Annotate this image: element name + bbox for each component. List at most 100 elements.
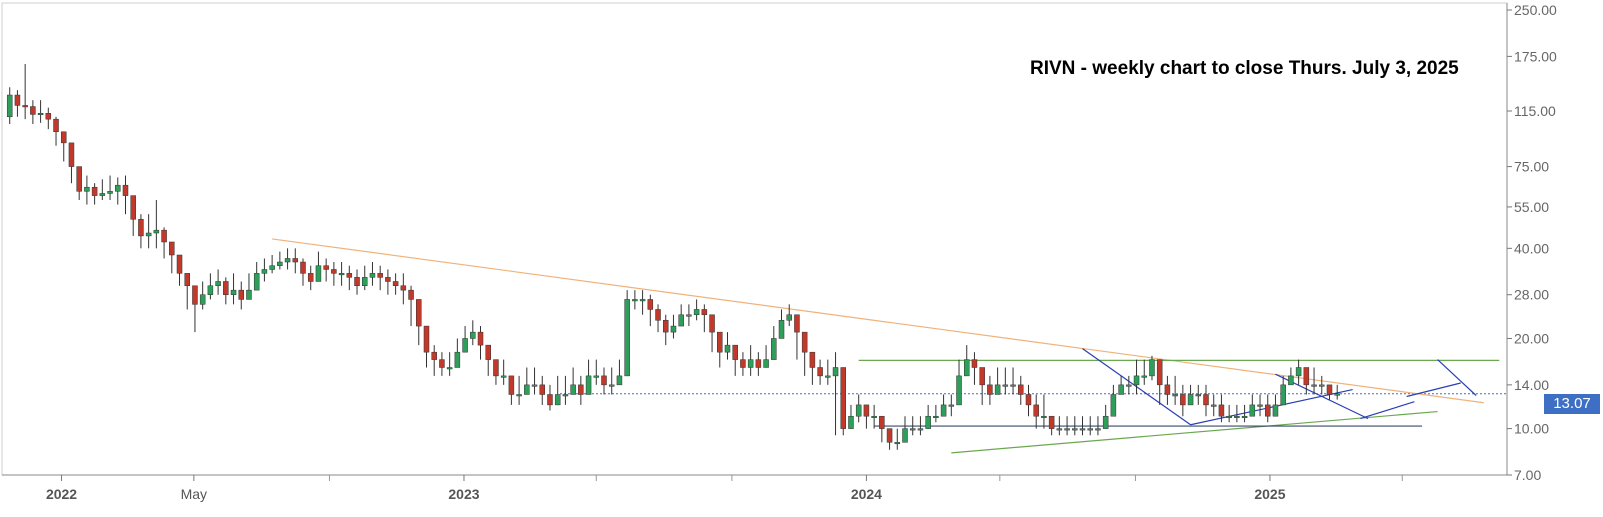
candle-body bbox=[22, 105, 28, 108]
candle-body bbox=[377, 273, 383, 278]
candle-body bbox=[848, 415, 854, 429]
candle-body bbox=[516, 394, 522, 397]
trendline bbox=[1190, 388, 1353, 426]
candle-body bbox=[925, 415, 931, 429]
candle-body bbox=[1319, 384, 1325, 387]
candle-body bbox=[76, 166, 82, 192]
candle-body bbox=[323, 265, 329, 270]
candle-body bbox=[1172, 394, 1178, 397]
candle-body bbox=[933, 415, 939, 418]
candle-body bbox=[639, 299, 646, 302]
candle-body bbox=[207, 285, 214, 295]
candle-body bbox=[709, 314, 715, 333]
candle-body bbox=[230, 289, 237, 295]
candle-body bbox=[1264, 404, 1271, 417]
candle-body bbox=[585, 375, 592, 395]
candle-body bbox=[601, 375, 607, 386]
candle-body bbox=[1010, 384, 1016, 387]
candle-body bbox=[801, 331, 808, 353]
candle-body bbox=[1272, 404, 1279, 417]
candle-body bbox=[84, 186, 90, 192]
candle-body bbox=[1334, 393, 1340, 396]
candle-body bbox=[832, 367, 839, 377]
candle-body bbox=[431, 351, 437, 360]
candle-body bbox=[1295, 367, 1302, 377]
candle-body bbox=[300, 261, 306, 274]
candle-body bbox=[1064, 428, 1070, 431]
trendline bbox=[1406, 382, 1461, 398]
candle-body bbox=[331, 269, 337, 274]
candle-body bbox=[1210, 404, 1217, 407]
candle-body bbox=[717, 331, 723, 353]
candle-body bbox=[1102, 415, 1109, 429]
candle-body bbox=[562, 394, 569, 397]
candle-body bbox=[740, 359, 746, 368]
candle-body bbox=[1280, 384, 1286, 406]
x-tick-label: 2022 bbox=[46, 486, 77, 502]
candle-body bbox=[215, 281, 221, 286]
y-tick-label: 115.00 bbox=[1514, 103, 1556, 119]
candle-body bbox=[1025, 394, 1032, 406]
candle-body bbox=[1203, 394, 1209, 406]
candle-body bbox=[547, 394, 553, 406]
candle-body bbox=[956, 375, 962, 406]
candle-body bbox=[840, 367, 847, 429]
candle-body bbox=[346, 273, 353, 278]
candle-body bbox=[771, 338, 777, 360]
candle-body bbox=[1079, 428, 1086, 431]
candle-body bbox=[624, 299, 630, 377]
candle-body bbox=[763, 359, 769, 368]
candle-body bbox=[1164, 384, 1171, 395]
y-tick-label: 55.00 bbox=[1514, 199, 1549, 215]
candle-body bbox=[277, 261, 283, 266]
candle-body bbox=[1048, 415, 1055, 429]
trendline bbox=[272, 238, 1484, 404]
y-tick-label: 40.00 bbox=[1514, 240, 1549, 256]
candle-body bbox=[863, 404, 870, 417]
candle-body bbox=[724, 344, 731, 353]
candle-body bbox=[161, 229, 167, 243]
candle-body bbox=[439, 359, 445, 368]
candle-body bbox=[99, 193, 106, 196]
candle-body bbox=[338, 273, 345, 276]
candle-body bbox=[578, 384, 584, 395]
candle-body bbox=[1303, 367, 1310, 386]
candle-body bbox=[192, 285, 198, 305]
candle-body bbox=[1126, 384, 1132, 387]
candle-body bbox=[462, 338, 468, 353]
candle-body bbox=[647, 299, 654, 310]
candle-body bbox=[963, 359, 970, 377]
candle-body bbox=[269, 265, 275, 270]
candle-body bbox=[902, 428, 908, 443]
candle-body bbox=[385, 277, 391, 282]
y-tick-label: 28.00 bbox=[1514, 287, 1549, 303]
candle-body bbox=[1218, 404, 1225, 417]
y-tick-label: 20.00 bbox=[1514, 330, 1549, 346]
candle-body bbox=[616, 375, 623, 386]
candle-body bbox=[1033, 404, 1039, 417]
candle-body bbox=[1288, 375, 1294, 386]
candle-body bbox=[855, 404, 862, 417]
candle-body bbox=[138, 219, 144, 237]
candle-body bbox=[423, 325, 430, 353]
candle-body bbox=[693, 309, 700, 316]
candle-body bbox=[153, 229, 160, 234]
candle-body bbox=[894, 442, 901, 445]
y-tick-label: 7.00 bbox=[1514, 467, 1541, 483]
candle-body bbox=[825, 375, 831, 378]
candle-body bbox=[1234, 415, 1240, 418]
candle-body bbox=[554, 394, 561, 406]
candle-body bbox=[485, 344, 491, 360]
candle-body bbox=[886, 428, 893, 443]
candle-body bbox=[1133, 375, 1140, 386]
candle-body bbox=[1018, 384, 1024, 395]
candle-body bbox=[184, 273, 190, 286]
candle-body bbox=[122, 184, 129, 196]
candle-body bbox=[416, 299, 422, 327]
candle-body bbox=[408, 289, 414, 300]
chart-title: RIVN - weekly chart to close Thurs. July… bbox=[1030, 58, 1459, 79]
y-tick-label: 10.00 bbox=[1514, 421, 1549, 437]
x-tick-label: May bbox=[181, 486, 207, 502]
candle-body bbox=[1195, 394, 1202, 397]
candle-body bbox=[809, 351, 816, 368]
